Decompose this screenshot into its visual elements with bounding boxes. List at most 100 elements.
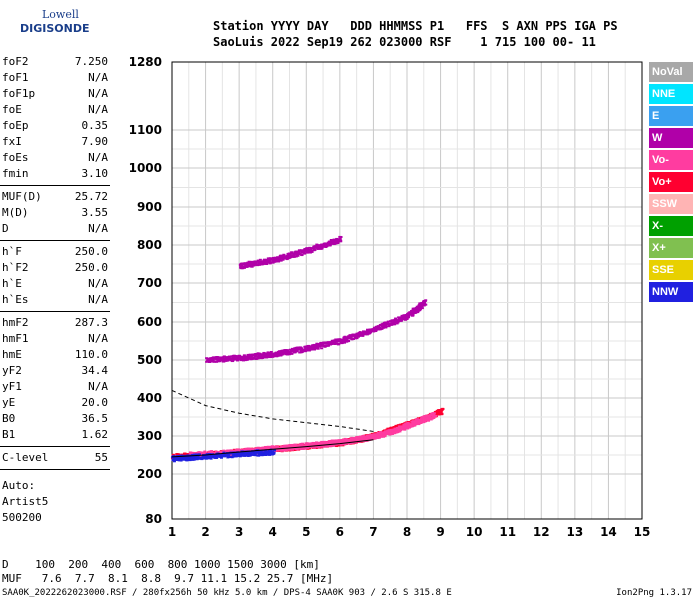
echo-point [335, 439, 339, 442]
param-name: h`F2 [2, 261, 29, 274]
echo-point [256, 260, 260, 263]
echo-point [195, 458, 199, 461]
echo-point [379, 430, 383, 433]
param-value: 1.62 [81, 428, 109, 441]
echo-point [298, 351, 302, 354]
echo-point [294, 443, 298, 446]
echo-point [276, 256, 280, 259]
echo-point [200, 454, 204, 457]
echo-point [340, 341, 344, 344]
echo-point [335, 339, 339, 342]
separator [0, 446, 110, 447]
echo-point [295, 448, 299, 451]
echo-point [211, 359, 215, 362]
echo-point [320, 442, 324, 445]
echo-point [338, 441, 342, 444]
echo-point [340, 441, 344, 444]
echo-point [332, 444, 336, 447]
echo-point [360, 333, 364, 336]
echo-point [355, 436, 359, 439]
echo-point [338, 338, 342, 341]
echo-point [254, 354, 258, 357]
echo-point [232, 354, 236, 357]
echo-point [310, 344, 314, 347]
legend-item-x: X+ [649, 238, 693, 258]
echo-point [227, 358, 231, 361]
echo-point [381, 324, 385, 327]
echo-point [430, 417, 434, 420]
echo-point [238, 356, 242, 359]
header-labels: Station YYYY DAY DDD HHMMSS P1 FFS S AXN… [213, 19, 618, 33]
y-tick-label: 900 [137, 200, 162, 214]
echo-point [268, 259, 272, 262]
echo-point [274, 351, 278, 354]
echo-point [389, 323, 393, 326]
param-value: 20.0 [81, 396, 109, 409]
echo-point [428, 414, 432, 417]
echo-point [247, 357, 251, 360]
echo-point [222, 355, 226, 358]
echo-point [263, 352, 267, 355]
echo-point [362, 435, 366, 438]
echo-point [388, 322, 392, 325]
echo-point [314, 441, 318, 444]
echo-point [259, 450, 263, 453]
echo-point [210, 360, 214, 363]
echo-point [380, 325, 384, 328]
echo-point [246, 355, 250, 358]
echo-point [252, 263, 256, 266]
echo-point [216, 454, 220, 457]
echo-point [366, 436, 370, 439]
echo-point [179, 454, 183, 457]
separator [0, 469, 110, 470]
param-value: 250.0 [74, 245, 108, 258]
param-name: B1 [2, 428, 16, 441]
echo-point [269, 258, 273, 261]
echo-point [364, 332, 368, 335]
echo-point [426, 419, 430, 422]
param-row: D N/A [0, 221, 112, 237]
echo-point [406, 427, 410, 430]
echo-point [380, 432, 384, 435]
param-row: h`Es N/A [0, 292, 112, 308]
auto-program: Artist5 [2, 495, 49, 508]
echo-point [300, 254, 304, 257]
echo-point [374, 325, 378, 328]
param-name: MUF(D) [2, 190, 42, 203]
echo-point [256, 259, 260, 262]
echo-point [278, 448, 282, 451]
echo-point [312, 442, 316, 445]
parameter-panel: foF2 7.250 foF1 N/A foF1p N/A foE N/A foEp 0.35 fx… [0, 54, 112, 473]
echo-point [248, 353, 252, 356]
param-name: fmin [2, 167, 29, 180]
param-row: yF1 N/A [0, 379, 112, 395]
echo-point [190, 456, 194, 459]
echo-point [218, 451, 222, 454]
echo-point [268, 258, 272, 261]
echo-point [412, 420, 416, 423]
echo-point [249, 448, 253, 451]
echo-point [222, 455, 226, 458]
echo-point [255, 264, 259, 267]
echo-point [228, 355, 232, 358]
echo-point [234, 455, 238, 458]
echo-point [308, 447, 312, 450]
echo-point [327, 344, 331, 347]
echo-point [249, 453, 253, 456]
auto-label: Auto: [2, 479, 36, 492]
echo-point [192, 453, 196, 456]
echo-point [342, 337, 346, 340]
param-value: N/A [88, 380, 108, 393]
echo-point [348, 438, 352, 441]
echo-point [317, 446, 321, 449]
echo-point [242, 448, 246, 451]
echo-point [171, 459, 175, 462]
echo-point [347, 336, 351, 339]
echo-point [390, 430, 394, 433]
x-tick-label: 9 [436, 525, 444, 539]
echo-point [244, 356, 248, 359]
station-header: Station YYYY DAY DDD HHMMSS P1 FFS S AXN… [213, 18, 618, 50]
echo-point [172, 460, 176, 463]
echo-point [325, 245, 329, 248]
echo-point [404, 423, 408, 426]
